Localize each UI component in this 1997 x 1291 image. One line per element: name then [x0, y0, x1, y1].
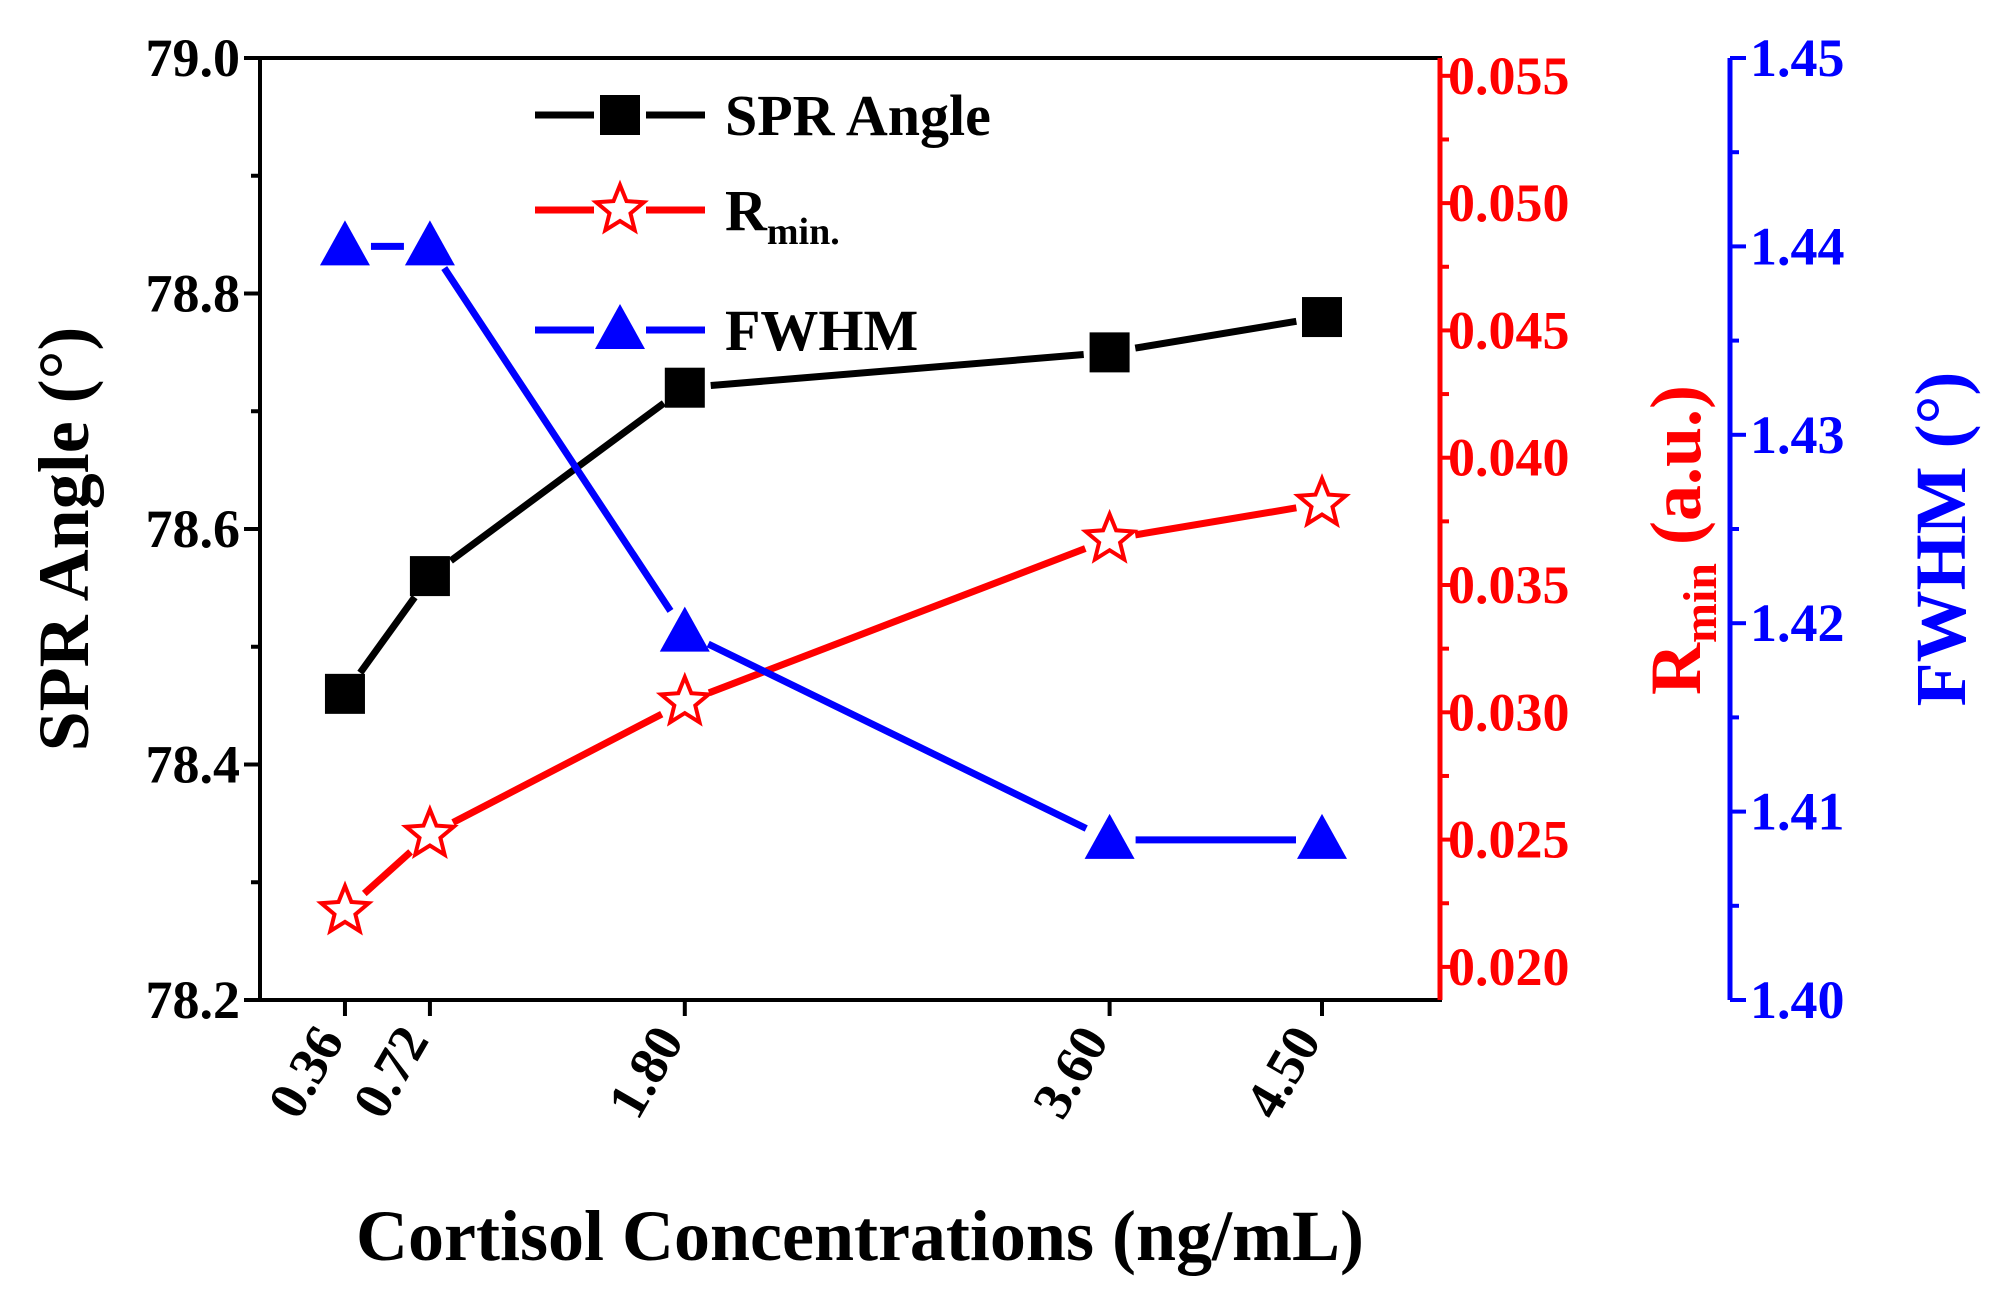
- right1-tick-label: 0.050: [1448, 173, 1570, 233]
- x-tick-label: 0.72: [341, 1016, 440, 1128]
- right1-tick-label: 0.045: [1448, 300, 1570, 360]
- legend-item-0: SPR Angle: [535, 83, 991, 148]
- series-2-point: [1297, 813, 1347, 859]
- series-0-point: [409, 556, 450, 597]
- series-2-point: [1084, 813, 1135, 859]
- legend-item-2: FWHM: [535, 298, 918, 363]
- right1-axis-title: Rmin (a.u.): [1636, 385, 1727, 695]
- left-axis-title: SPR Angle (°): [24, 327, 104, 752]
- series-1-point: [655, 671, 714, 727]
- legend-label: SPR Angle: [725, 83, 991, 148]
- series-1-point: [316, 880, 374, 936]
- series-layer: [316, 220, 1351, 936]
- right2-tick-label: 1.41: [1750, 782, 1845, 842]
- right2-tick-label: 1.45: [1750, 28, 1845, 88]
- right1-tick-label: 0.020: [1448, 937, 1570, 997]
- x-tick-label: 3.60: [1021, 1016, 1120, 1128]
- right1-tick-label: 0.040: [1448, 428, 1570, 488]
- series-1-segment: [361, 849, 413, 897]
- right2-tick-label: 1.43: [1750, 405, 1845, 465]
- left-tick-label: 78.4: [146, 735, 241, 795]
- left-tick-label: 78.6: [146, 499, 241, 559]
- right1-tick-label: 0.025: [1448, 810, 1570, 870]
- x-tick-label: 0.36: [256, 1016, 355, 1128]
- series-0-point: [1302, 297, 1342, 338]
- series-2-point: [404, 220, 455, 266]
- series-1-point: [400, 804, 459, 860]
- left-tick-label: 78.8: [146, 264, 241, 324]
- left-tick-label: 78.2: [146, 970, 241, 1030]
- series-0-point: [1089, 332, 1130, 373]
- right2-axis-title: FWHM (°): [1901, 372, 1981, 707]
- right1-tick-label: 0.055: [1448, 46, 1570, 106]
- right1-tick-label: 0.035: [1448, 555, 1570, 615]
- legend-label: FWHM: [725, 298, 918, 363]
- series-1-segment: [1134, 504, 1297, 539]
- series-0-segment: [1134, 317, 1297, 352]
- x-tick-label: 1.80: [596, 1016, 695, 1128]
- series-1-point: [1080, 508, 1139, 564]
- plot-frame: [258, 56, 1442, 1002]
- x-axis-title: Cortisol Concentrations (ng/mL): [356, 1196, 1364, 1276]
- series-1-segment: [451, 711, 664, 826]
- series-2-point: [319, 220, 370, 266]
- series-0-segment: [710, 351, 1084, 390]
- series-2-segment: [441, 266, 674, 613]
- series-1-point: [1293, 473, 1351, 529]
- axes-layer: 78.2 78.4 78.6 78.8 79.0 0.020 0.025 0.030 0.035…: [146, 28, 1845, 1128]
- right2-tick-label: 1.42: [1750, 593, 1845, 653]
- series-2-segment: [706, 640, 1088, 832]
- series-1: [316, 473, 1351, 936]
- series-2-point: [659, 606, 710, 652]
- series-1-segment: [707, 545, 1087, 697]
- series-0: [324, 297, 1342, 714]
- legend-marker: [591, 179, 649, 235]
- series-2: [319, 220, 1347, 859]
- left-tick-label: 79.0: [146, 28, 241, 88]
- series-0-segment: [357, 595, 418, 675]
- series-0-point: [664, 367, 705, 408]
- legend: SPR Angle Rmin. FWHM: [535, 83, 991, 363]
- legend-marker: [595, 304, 645, 349]
- legend-label: Rmin.: [725, 178, 840, 253]
- legend-marker: [600, 95, 640, 135]
- series-0-segment: [448, 400, 666, 564]
- right1-tick-label: 0.030: [1448, 682, 1570, 742]
- right2-tick-label: 1.40: [1750, 970, 1845, 1030]
- x-tick-label: 4.50: [1233, 1016, 1332, 1128]
- right2-tick-label: 1.44: [1750, 216, 1845, 276]
- series-0-point: [324, 673, 365, 714]
- axis-labels: Cortisol Concentrations (ng/mL) SPR Angle…: [24, 327, 1981, 1276]
- legend-item-1: Rmin.: [535, 178, 840, 253]
